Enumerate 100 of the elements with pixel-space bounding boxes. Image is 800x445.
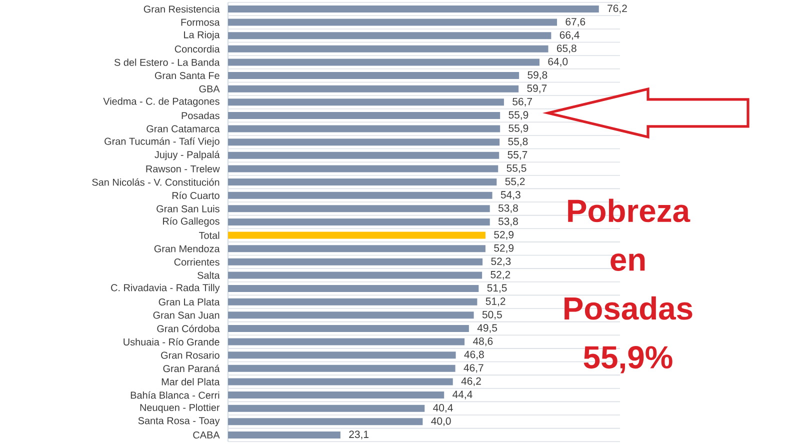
data-label: 52,9 xyxy=(494,244,514,253)
bar xyxy=(228,431,340,438)
bar xyxy=(228,112,500,119)
bar xyxy=(228,45,548,52)
y-tick-label: Río Cuarto xyxy=(172,192,220,200)
y-tick-label: Gran Córdoba xyxy=(157,324,220,332)
y-tick-label: San Nicolás - V. Constitución xyxy=(92,178,220,186)
bar xyxy=(228,98,504,106)
y-tick-label: GBA xyxy=(199,85,220,92)
data-label: 59,7 xyxy=(527,84,547,94)
data-label: 44,4 xyxy=(452,390,472,400)
data-label: 76,2 xyxy=(608,4,627,14)
data-label: 53,8 xyxy=(498,218,518,226)
y-tick-label: Gran Mendoza xyxy=(154,244,220,252)
y-tick-label: S del Estero - La Banda xyxy=(114,58,220,66)
bar xyxy=(228,258,483,266)
bar xyxy=(228,378,453,386)
bar xyxy=(228,6,599,12)
y-tick-label: Gran Paraná xyxy=(163,364,220,372)
data-label: 48,6 xyxy=(472,337,493,346)
data-label: 46,2 xyxy=(461,377,481,386)
data-label: 65,8 xyxy=(556,44,576,54)
data-label: 55,8 xyxy=(508,138,528,146)
y-tick-label: Viedma - C. de Patagones xyxy=(103,98,220,107)
y-tick-label: La Rioja xyxy=(184,30,220,40)
data-label: 52,3 xyxy=(491,258,511,266)
y-tick-label: Gran La Plata xyxy=(158,298,220,306)
data-label: 50,5 xyxy=(482,310,502,320)
data-label: 52,9 xyxy=(494,230,514,240)
y-tick-label: Gran Rosario xyxy=(161,351,220,359)
data-label: 51,5 xyxy=(487,284,507,293)
y-tick-label: Salta xyxy=(198,272,220,279)
y-tick-label: Gran Santa Fe xyxy=(154,72,220,80)
bar xyxy=(228,418,423,426)
data-label: 49,5 xyxy=(477,324,498,333)
bar xyxy=(228,218,490,226)
bar xyxy=(228,312,474,319)
y-tick-label: Bahía Blanca - Cerri xyxy=(130,391,220,399)
bar xyxy=(228,364,456,372)
data-label: 55,7 xyxy=(508,151,528,160)
bar xyxy=(228,165,498,172)
data-label: 56,7 xyxy=(512,98,532,107)
data-label: 53,8 xyxy=(498,204,518,214)
bar xyxy=(228,138,500,146)
y-tick-label: Gran Tucumán - Tafí Viejo xyxy=(104,137,220,147)
y-tick-label: Jujuy - Palpalá xyxy=(154,150,220,160)
bar xyxy=(228,152,500,159)
bar xyxy=(228,352,456,359)
y-tick-label: Formosa xyxy=(181,18,220,26)
data-label: 67,6 xyxy=(566,18,586,27)
bar xyxy=(228,245,486,252)
y-tick-label: Mar del Plata xyxy=(162,378,220,386)
y-tick-label: Posadas xyxy=(182,112,220,120)
data-label: 66,4 xyxy=(560,31,580,40)
data-label: 55,9 xyxy=(508,124,528,134)
data-label: 23,1 xyxy=(349,430,368,440)
y-tick-label: Neuquen - Plottier xyxy=(140,404,220,413)
annotation: Pobreza en Posadas 55,9% xyxy=(564,198,692,374)
bar xyxy=(228,178,497,186)
y-tick-label: Gran Catamarca xyxy=(146,125,220,132)
y-tick-label: Gran Resistencia xyxy=(144,5,220,13)
bar xyxy=(228,338,465,346)
y-tick-label: Concordia xyxy=(174,45,220,53)
y-tick-label: Gran San Luis xyxy=(156,205,220,212)
bar xyxy=(228,298,478,306)
data-label: 54,3 xyxy=(500,191,520,200)
y-tick-label: C. Rivadavia - Rada Tilly xyxy=(111,284,220,294)
bar xyxy=(228,72,520,80)
data-label: 64,0 xyxy=(548,58,568,67)
bar xyxy=(228,18,558,26)
y-tick-label: Ushuaia - Río Grande xyxy=(124,338,220,346)
data-label: 55,9 xyxy=(508,111,528,120)
data-label: 40,0 xyxy=(431,417,451,426)
bar xyxy=(228,404,425,412)
y-tick-label: Rawson - Trelew xyxy=(146,165,220,172)
bar xyxy=(228,32,552,40)
bar xyxy=(228,285,479,292)
bar xyxy=(228,125,500,132)
bar xyxy=(228,272,482,279)
y-tick-label: CABA xyxy=(193,431,220,439)
y-tick-label: Corrientes xyxy=(174,258,220,266)
y-tick-label: Río Gallegos xyxy=(163,217,220,227)
y-tick-label: Gran San Juan xyxy=(153,312,220,319)
bar xyxy=(228,205,490,212)
bar xyxy=(228,232,486,239)
bar xyxy=(228,58,540,66)
data-label: 46,7 xyxy=(464,364,484,373)
bar xyxy=(228,392,444,399)
data-label: 46,8 xyxy=(464,350,484,360)
y-tick-label: Santa Rosa - Toay xyxy=(138,417,220,426)
data-label: 40,4 xyxy=(433,404,453,413)
data-label: 52,2 xyxy=(490,270,510,280)
y-tick-label: Total xyxy=(198,232,220,239)
bar xyxy=(228,85,519,92)
data-label: 51,2 xyxy=(486,298,506,306)
bar xyxy=(228,192,492,199)
data-label: 59,8 xyxy=(528,71,548,80)
data-label: 55,5 xyxy=(506,164,526,174)
data-label: 55,2 xyxy=(505,178,525,186)
bar xyxy=(228,324,469,332)
